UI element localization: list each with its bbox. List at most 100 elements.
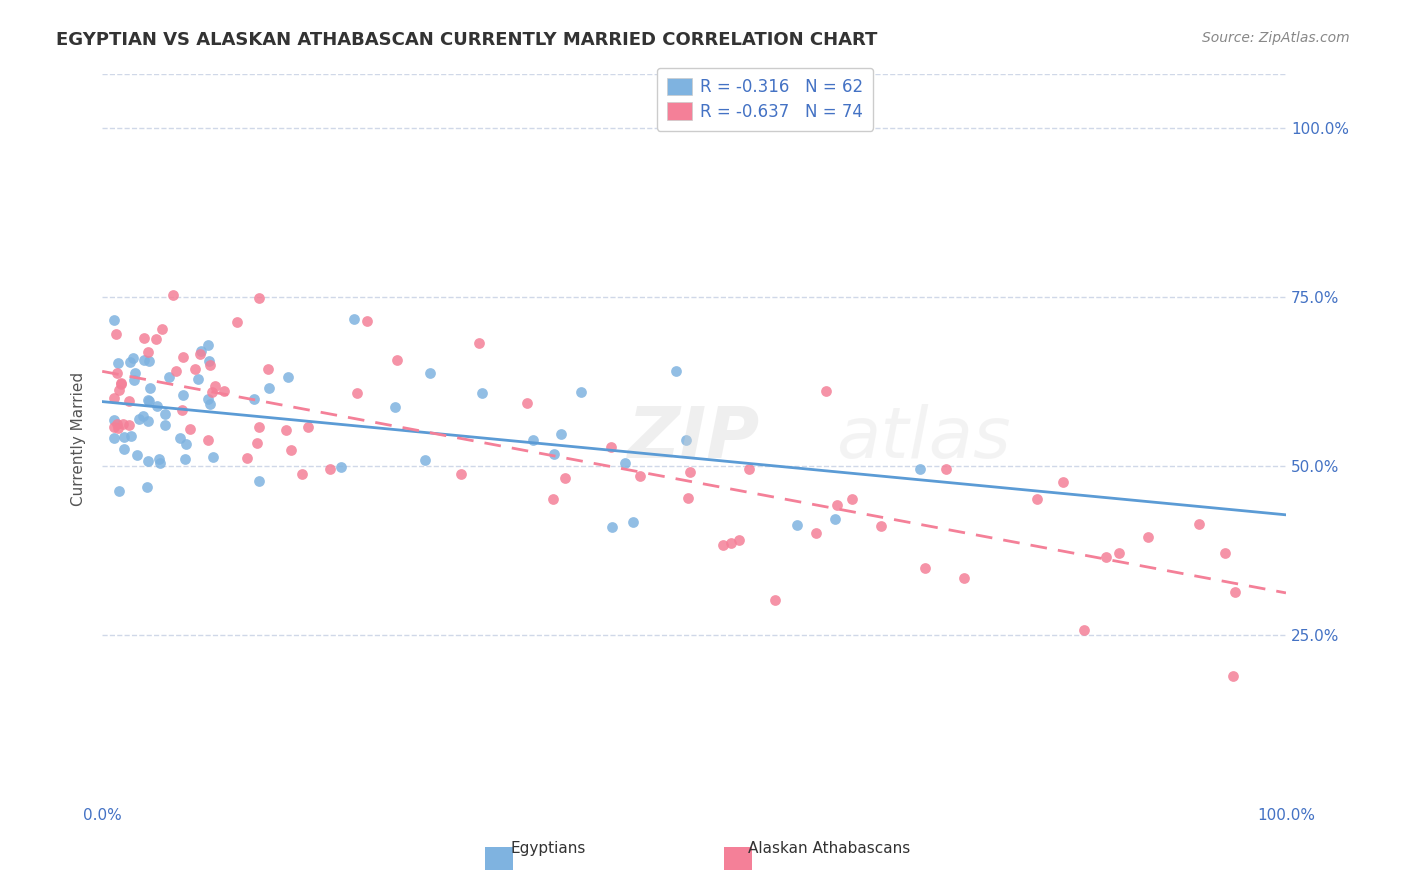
Point — [200, 358, 222, 372]
Point — [112, 442, 135, 457]
Point — [356, 314, 378, 328]
Point — [122, 351, 145, 366]
Point — [122, 373, 145, 387]
Point — [554, 470, 576, 484]
Point — [190, 343, 212, 358]
Point — [247, 475, 270, 489]
Point — [157, 369, 180, 384]
Point — [236, 450, 259, 465]
Point — [128, 412, 150, 426]
Point — [105, 417, 128, 431]
Point — [825, 498, 848, 512]
Point — [720, 535, 742, 549]
Point — [908, 461, 931, 475]
Point — [330, 459, 353, 474]
Point — [243, 392, 266, 406]
Point — [814, 384, 837, 398]
Point — [1137, 531, 1160, 545]
Point — [107, 356, 129, 370]
Point — [257, 361, 280, 376]
Point — [103, 431, 125, 445]
Point — [145, 399, 167, 413]
Point — [104, 327, 127, 342]
Point — [1108, 546, 1130, 560]
Point — [385, 353, 408, 368]
Point — [105, 366, 128, 380]
Point — [118, 394, 141, 409]
Point — [1052, 475, 1074, 489]
Point — [953, 571, 976, 585]
Point — [172, 402, 194, 417]
Point — [136, 344, 159, 359]
Point — [346, 386, 368, 401]
Point — [108, 383, 131, 397]
Point — [162, 288, 184, 302]
Point — [543, 447, 565, 461]
Point — [110, 376, 132, 391]
Point — [136, 454, 159, 468]
Point — [103, 413, 125, 427]
Point — [145, 332, 167, 346]
Y-axis label: Currently Married: Currently Married — [72, 372, 86, 506]
Point — [786, 518, 808, 533]
Point — [169, 431, 191, 445]
Point — [134, 352, 156, 367]
Point — [711, 538, 734, 552]
Point — [201, 384, 224, 399]
Point — [247, 420, 270, 434]
Point — [516, 396, 538, 410]
Point — [125, 448, 148, 462]
Point — [136, 392, 159, 407]
Legend: R = -0.316   N = 62, R = -0.637   N = 74: R = -0.316 N = 62, R = -0.637 N = 74 — [657, 68, 873, 130]
Point — [247, 291, 270, 305]
Point — [413, 452, 436, 467]
Point — [600, 520, 623, 534]
Point — [135, 480, 157, 494]
Point — [179, 422, 201, 436]
Point — [522, 433, 544, 447]
Point — [124, 367, 146, 381]
Point — [621, 515, 644, 529]
Point — [107, 421, 129, 435]
Text: Egyptians: Egyptians — [510, 841, 586, 856]
Point — [190, 346, 212, 360]
Point — [569, 385, 592, 400]
Point — [869, 519, 891, 533]
Point — [280, 442, 302, 457]
Point — [665, 364, 688, 378]
Text: ZIP: ZIP — [628, 404, 761, 474]
Point — [200, 397, 222, 411]
Point — [935, 461, 957, 475]
Point — [103, 391, 125, 405]
Point — [139, 381, 162, 395]
Point — [257, 381, 280, 395]
Point — [297, 419, 319, 434]
Text: atlas: atlas — [837, 404, 1011, 474]
Point — [450, 467, 472, 481]
Point — [550, 426, 572, 441]
Point — [197, 433, 219, 447]
Point — [202, 450, 225, 464]
Point — [174, 437, 197, 451]
Point — [1213, 546, 1236, 560]
Point — [184, 361, 207, 376]
Point — [471, 386, 494, 401]
Point — [1073, 623, 1095, 637]
Point — [824, 512, 846, 526]
Point — [675, 433, 697, 447]
Point — [841, 491, 863, 506]
Point — [614, 457, 637, 471]
Point — [1095, 549, 1118, 564]
Point — [153, 407, 176, 421]
Point — [728, 533, 751, 547]
Point — [153, 417, 176, 432]
Point — [468, 335, 491, 350]
Point — [541, 492, 564, 507]
Point — [120, 428, 142, 442]
Point — [343, 311, 366, 326]
Point — [1225, 585, 1247, 599]
Point — [134, 331, 156, 345]
Point — [136, 414, 159, 428]
Point — [150, 322, 173, 336]
Point — [197, 392, 219, 407]
